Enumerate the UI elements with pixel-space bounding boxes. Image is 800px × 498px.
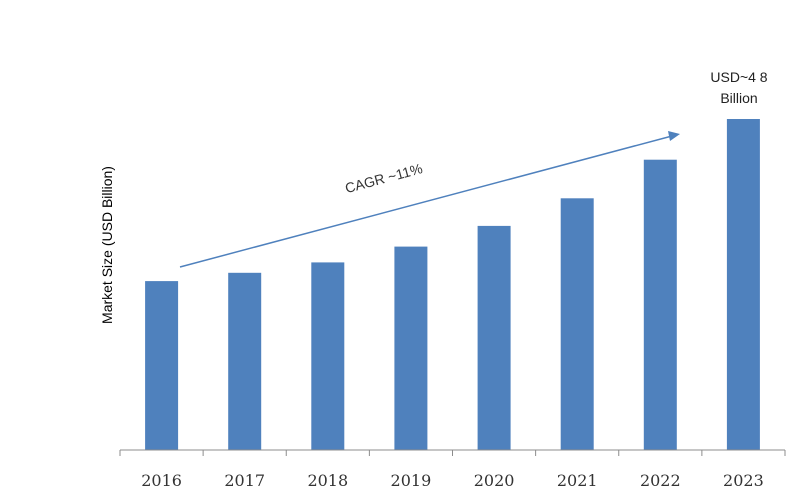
cagr-trend-arrow	[179, 135, 673, 268]
bar-2016	[145, 281, 179, 450]
x-tick-label-2019: 2019	[391, 471, 432, 490]
x-tick-label-2020: 2020	[474, 471, 515, 490]
x-axis	[119, 449, 786, 456]
bar-2023	[726, 119, 760, 450]
cagr-label: CAGR ~11%	[343, 160, 424, 196]
x-tick-label-2018: 2018	[307, 471, 348, 490]
bar-2017	[228, 272, 262, 450]
x-tick-label-2022: 2022	[640, 471, 681, 490]
y-axis-title: Market Size (USD Billion)	[99, 166, 115, 324]
bar-2021	[560, 198, 594, 450]
bar-2022	[643, 159, 677, 450]
bar-2019	[394, 246, 428, 450]
x-tick-label-2021: 2021	[557, 471, 598, 490]
x-tick-label-2023: 2023	[723, 471, 764, 490]
bars-group	[145, 119, 760, 450]
x-tick-label-2017: 2017	[224, 471, 265, 490]
last-bar-value-label-line2: Billion	[720, 90, 757, 106]
x-tick-label-2016: 2016	[141, 471, 182, 490]
cagr-arrowhead	[668, 131, 680, 141]
bar-2020	[477, 225, 511, 450]
x-tick-labels: 2016 2017 2018 2019 2020 2021 2022 2023	[141, 471, 764, 490]
last-bar-value-label-line1: USD~4 8	[710, 69, 767, 85]
bar-2018	[311, 262, 345, 450]
